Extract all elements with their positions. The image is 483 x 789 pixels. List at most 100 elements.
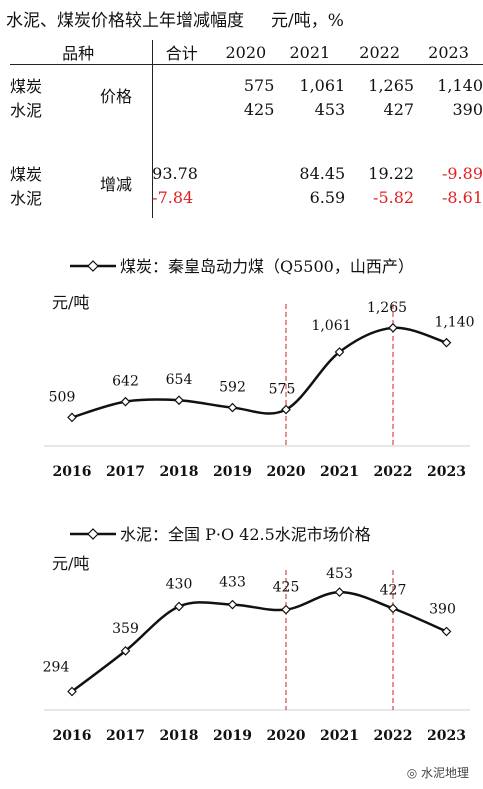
data-point bbox=[388, 603, 398, 614]
x-tick-label: 2016 bbox=[53, 728, 92, 744]
data-label: 427 bbox=[380, 582, 407, 598]
legend-marker bbox=[87, 260, 99, 272]
data-label: 430 bbox=[166, 577, 193, 593]
legend-label: 煤炭：秦皇岛动力煤（Q5500，山西产） bbox=[120, 257, 414, 276]
data-point bbox=[334, 347, 345, 357]
cell-value bbox=[217, 185, 274, 209]
table-row: 水泥 425 453 427 390 bbox=[10, 97, 483, 121]
data-point bbox=[120, 646, 131, 656]
data-label: 425 bbox=[273, 580, 300, 596]
price-label: 价格 bbox=[100, 87, 133, 106]
data-point bbox=[174, 601, 184, 612]
data-point bbox=[441, 337, 452, 348]
data-point bbox=[227, 599, 238, 610]
cell-value: 1,061 bbox=[299, 75, 346, 95]
x-tick-label: 2020 bbox=[267, 728, 306, 744]
header-2023: 2023 bbox=[414, 40, 483, 65]
watermark: ◎ 水泥地理 bbox=[406, 766, 469, 780]
page-title: 水泥、煤炭价格较上年增减幅度 元/吨，% bbox=[6, 6, 344, 31]
header-2021: 2021 bbox=[274, 40, 346, 65]
table-divider bbox=[152, 40, 153, 218]
data-point bbox=[67, 686, 77, 697]
row-name: 煤炭 bbox=[10, 165, 43, 184]
cell-value: 19.22 bbox=[368, 163, 415, 183]
cell-total bbox=[146, 97, 217, 121]
series-line bbox=[71, 326, 447, 419]
unit-text: 元/吨，% bbox=[271, 11, 344, 31]
coal-price-chart: 煤炭：秦皇岛动力煤（Q5500，山西产） 元/吨 509 642 654 592 575 1,… bbox=[44, 257, 475, 480]
cell-value: 425 bbox=[243, 99, 275, 119]
x-tick-label: 2022 bbox=[374, 728, 413, 744]
x-tick-label: 2022 bbox=[374, 464, 413, 480]
cell-value: 427 bbox=[383, 99, 415, 119]
x-tick-label: 2018 bbox=[160, 464, 199, 480]
x-tick-label: 2021 bbox=[320, 464, 359, 480]
data-point bbox=[227, 402, 238, 413]
data-label: 453 bbox=[326, 566, 353, 582]
x-tick-label: 2023 bbox=[427, 728, 466, 744]
x-tick-label: 2019 bbox=[213, 728, 252, 744]
cell-value: 575 bbox=[243, 75, 275, 95]
cell-total bbox=[146, 73, 217, 97]
data-point bbox=[281, 604, 291, 615]
row-name: 水泥 bbox=[10, 189, 43, 208]
cell-value: 1,140 bbox=[437, 75, 483, 95]
watermark-text: 水泥地理 bbox=[420, 766, 469, 780]
data-label: 294 bbox=[43, 660, 70, 676]
table-row: 煤炭 增减 93.78 84.45 19.22 -9.89 bbox=[10, 161, 483, 195]
cell-total: -7.84 bbox=[152, 187, 194, 207]
data-label: 433 bbox=[219, 575, 246, 591]
header-total: 合计 bbox=[146, 40, 218, 65]
x-tick-label: 2017 bbox=[106, 728, 145, 744]
row-name: 水泥 bbox=[10, 101, 43, 120]
cell-value: -9.89 bbox=[441, 163, 483, 183]
data-label: 1,140 bbox=[434, 315, 474, 331]
cell-value bbox=[217, 161, 274, 185]
comparison-table: 品种 合计 2020 2021 2022 2023 煤炭 价格 575 1,06… bbox=[10, 40, 483, 209]
data-point bbox=[334, 587, 345, 597]
data-label: 592 bbox=[219, 380, 246, 396]
x-tick-label: 2016 bbox=[53, 464, 92, 480]
table-row: 水泥 -7.84 6.59 -5.82 -8.61 bbox=[10, 185, 483, 209]
title-text: 水泥、煤炭价格较上年增减幅度 bbox=[6, 11, 244, 31]
cell-total: 93.78 bbox=[152, 163, 198, 183]
data-label: 1,265 bbox=[367, 300, 407, 316]
cell-value: 390 bbox=[452, 99, 483, 119]
data-point bbox=[441, 626, 452, 637]
data-label: 575 bbox=[269, 382, 296, 398]
x-tick-label: 2019 bbox=[213, 464, 252, 480]
row-name: 煤炭 bbox=[10, 77, 43, 96]
y-axis-label: 元/吨 bbox=[52, 293, 89, 312]
cell-value: 453 bbox=[314, 99, 346, 119]
x-tick-label: 2020 bbox=[267, 464, 306, 480]
data-point bbox=[388, 322, 398, 333]
data-label: 509 bbox=[49, 389, 76, 405]
table-header-row: 品种 合计 2020 2021 2022 2023 bbox=[10, 40, 483, 65]
cell-value: 84.45 bbox=[299, 163, 346, 183]
x-tick-label: 2018 bbox=[160, 728, 199, 744]
table-row: 煤炭 价格 575 1,061 1,265 1,140 bbox=[10, 73, 483, 107]
header-2022: 2022 bbox=[345, 40, 415, 65]
data-label: 654 bbox=[166, 372, 193, 388]
x-tick-label: 2017 bbox=[106, 464, 145, 480]
data-label: 390 bbox=[429, 602, 456, 618]
cell-value: -5.82 bbox=[373, 187, 415, 207]
data-label: 1,061 bbox=[311, 318, 351, 334]
cell-value: 1,265 bbox=[368, 75, 415, 95]
cell-value: 6.59 bbox=[309, 187, 346, 207]
data-point bbox=[174, 395, 184, 406]
x-tick-label: 2021 bbox=[320, 728, 359, 744]
data-point bbox=[120, 396, 131, 407]
cell-value: -8.61 bbox=[441, 187, 483, 207]
legend-label: 水泥：全国 P·O 42.5水泥市场价格 bbox=[120, 525, 371, 544]
data-point bbox=[281, 404, 291, 415]
data-point bbox=[67, 412, 77, 423]
legend-marker bbox=[87, 528, 99, 540]
y-axis-label: 元/吨 bbox=[52, 554, 89, 573]
data-label: 359 bbox=[112, 621, 139, 637]
change-label: 增减 bbox=[100, 175, 133, 194]
header-2020: 2020 bbox=[217, 40, 275, 65]
data-label: 642 bbox=[112, 374, 139, 390]
header-variety: 品种 bbox=[10, 40, 147, 65]
